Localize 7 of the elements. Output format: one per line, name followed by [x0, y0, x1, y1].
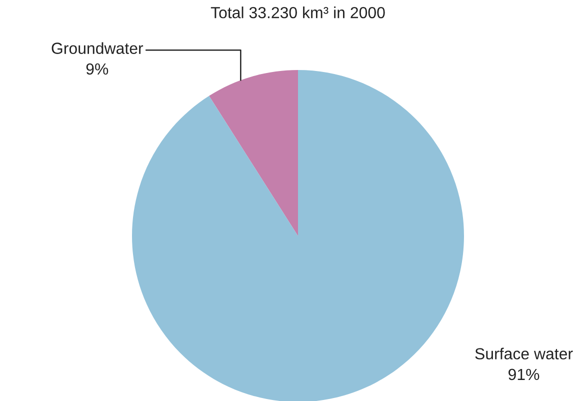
slice-label: Groundwater [52, 42, 144, 54]
data-label: 91% [508, 368, 540, 380]
chart-title: Total 33.230 km³ in 2000 [210, 6, 385, 18]
slice-label: Surface water [475, 348, 573, 360]
pie-slice [209, 70, 298, 236]
pie-slice [132, 70, 464, 401]
data-label: 9% [86, 63, 108, 75]
